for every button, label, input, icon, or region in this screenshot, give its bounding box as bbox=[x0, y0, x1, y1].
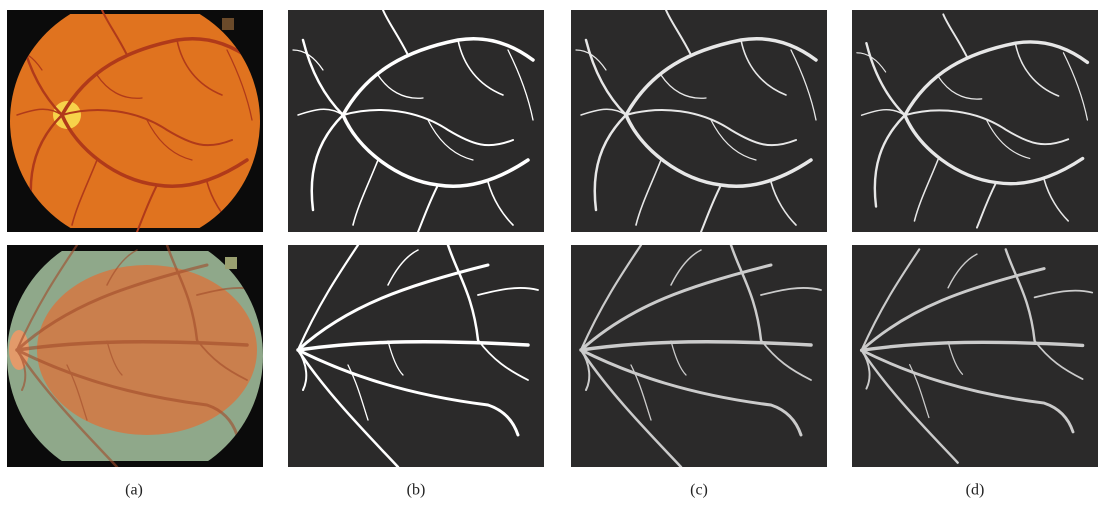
fundus-image bbox=[7, 245, 263, 467]
fundus-image bbox=[7, 10, 263, 232]
panel-label: (a) bbox=[125, 482, 143, 499]
vessel-maps bbox=[288, 10, 1098, 467]
page: (a) (b) (c) (d) (() => { const data = JS… bbox=[0, 0, 1103, 507]
panel-label: (d) bbox=[966, 482, 985, 499]
panel-label: (b) bbox=[407, 482, 426, 499]
figure: (a) (b) (c) (d) bbox=[0, 0, 1103, 507]
panel-label: (c) bbox=[690, 482, 708, 499]
